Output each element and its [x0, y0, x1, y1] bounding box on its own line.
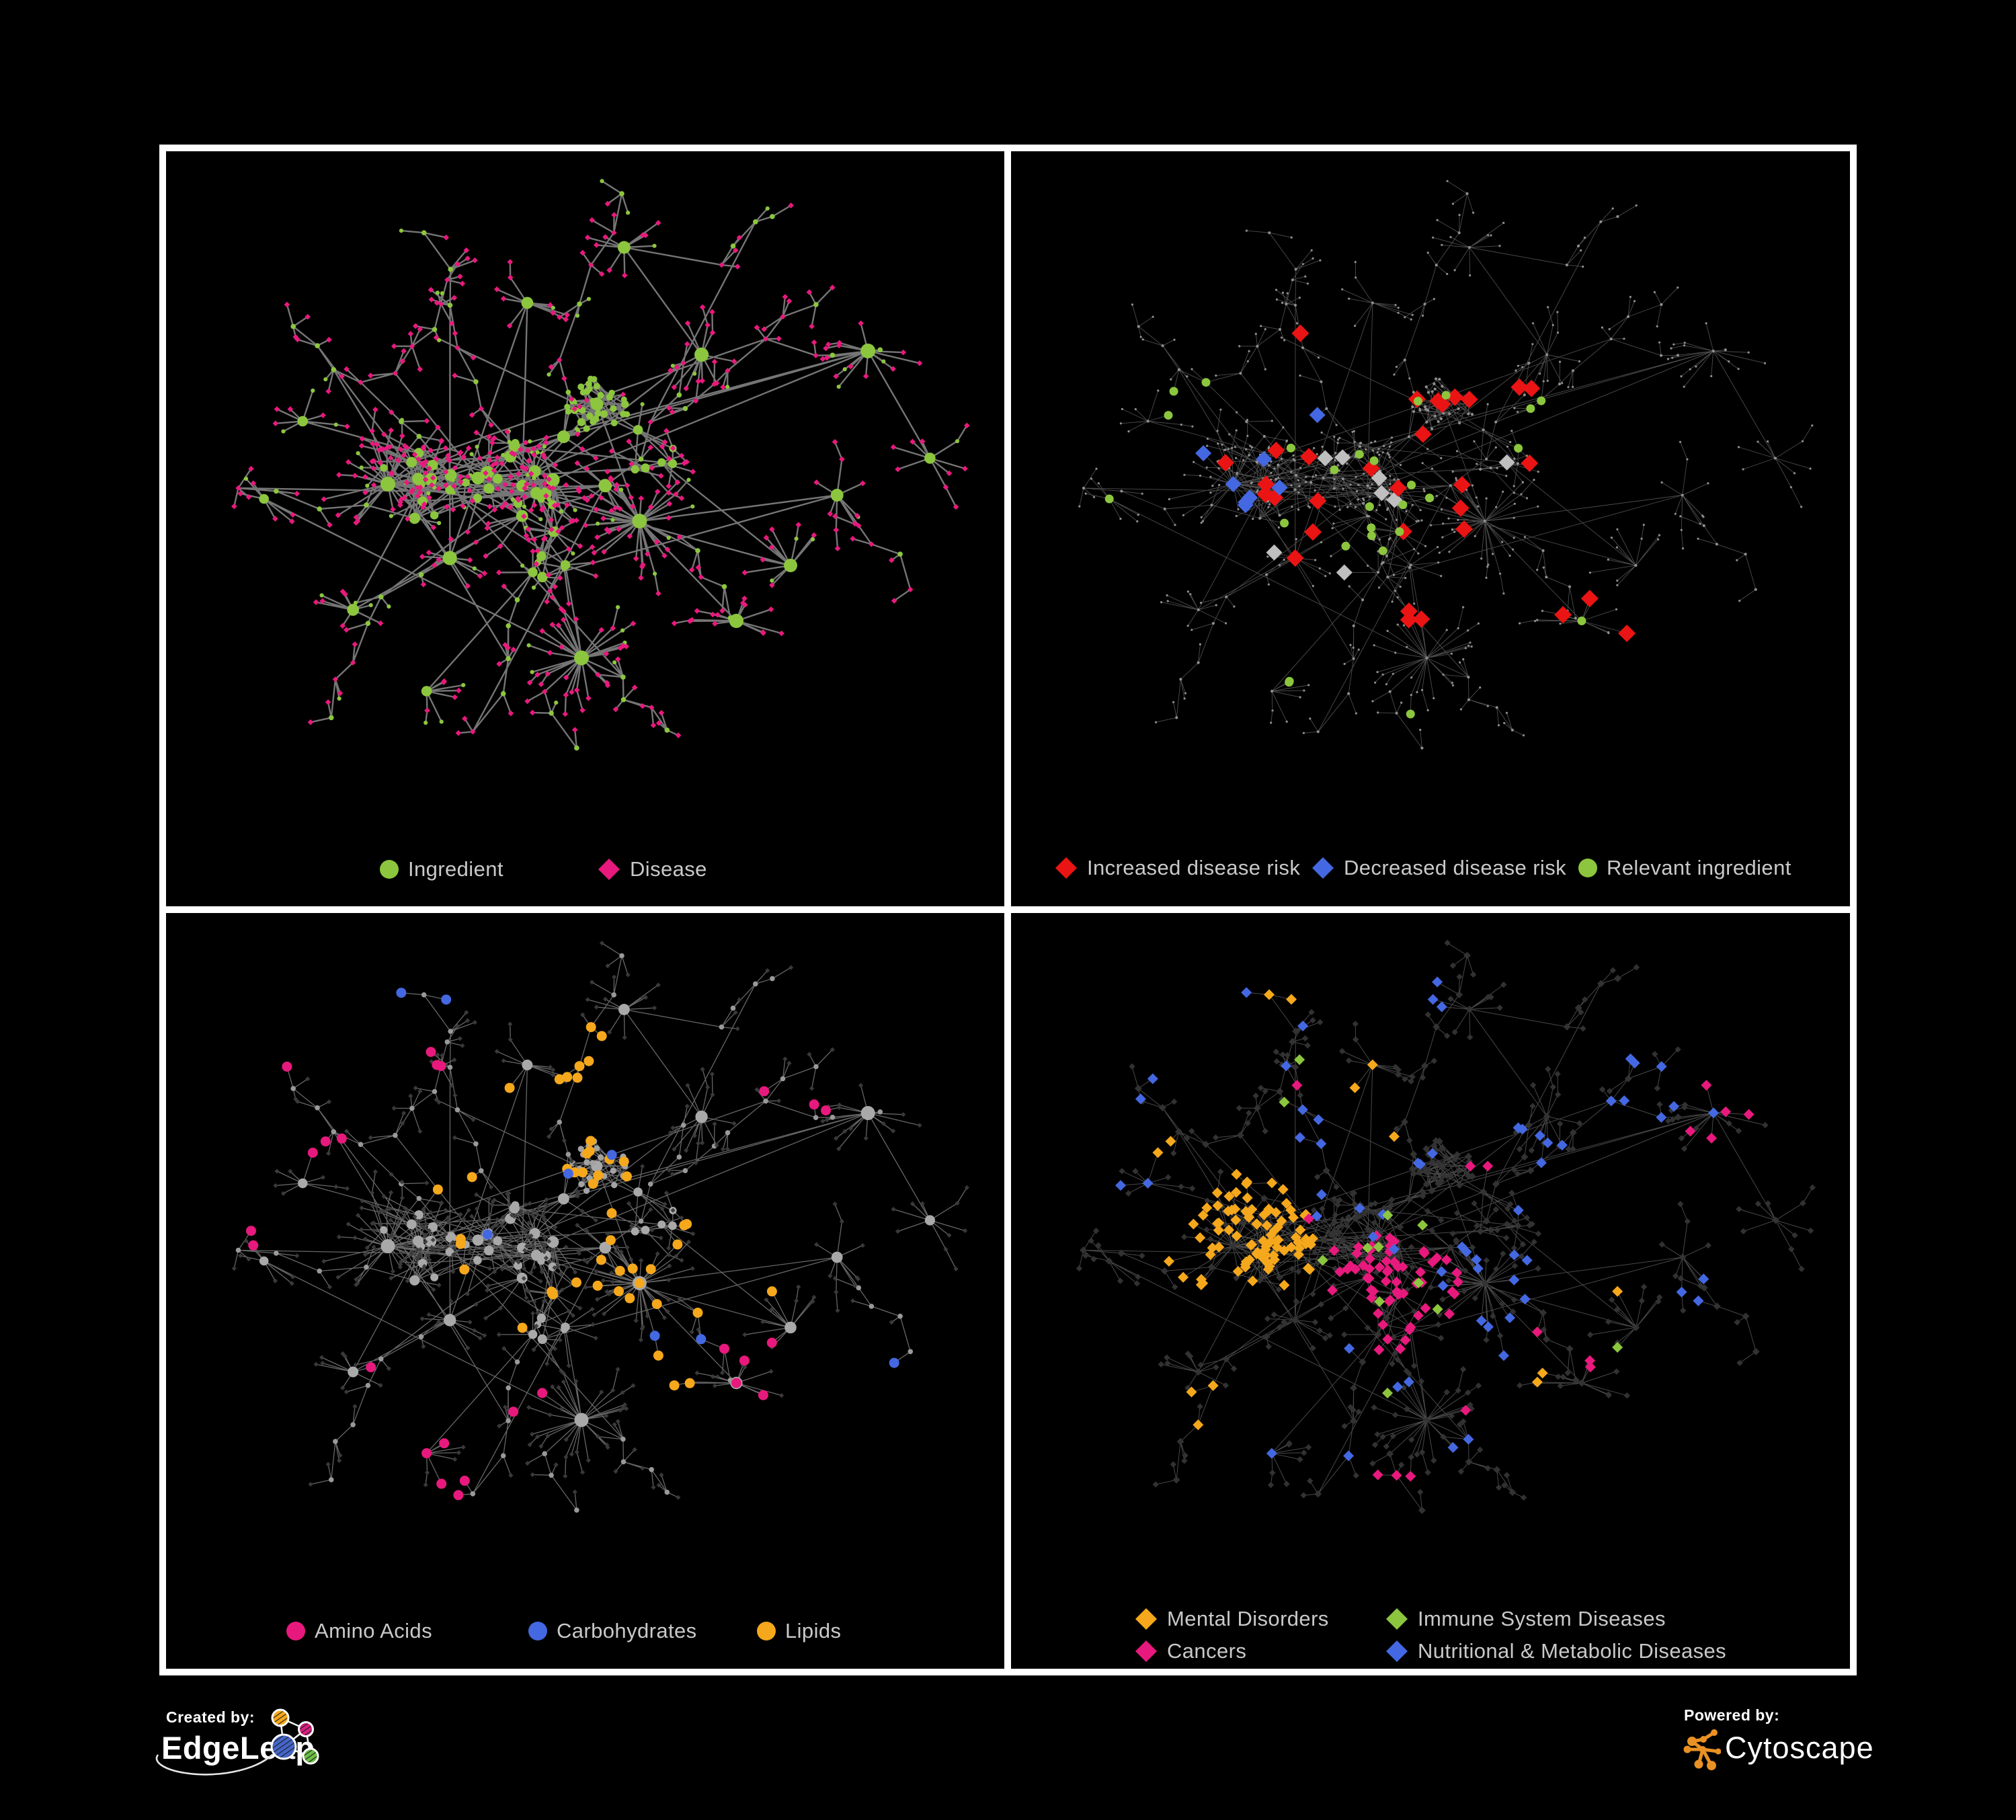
panel-disease-categories: Mental Disorders Immune System Diseases Ca…: [1011, 913, 1850, 1669]
nutrient-classes-network-graph: [231, 941, 969, 1513]
panel-disease-risk: Increased disease risk Decreased disease …: [1011, 151, 1850, 906]
panel-ingredient-disease: Ingredient Disease: [166, 151, 1004, 906]
edgeleap-logo-icon: [155, 1708, 319, 1776]
cytoscape-wordmark: Cytoscape: [1725, 1731, 1874, 1765]
disease-categories-network-graph: [1076, 939, 1816, 1514]
disease-risk-network-graph: [1078, 180, 1814, 750]
powered-by-label: Powered by:: [1684, 1706, 1780, 1724]
ingredient-disease-network-graph: [231, 179, 970, 751]
created-by-label: Created by:: [166, 1708, 255, 1726]
panels-frame: Ingredient Disease Increased disease risk…: [159, 145, 1857, 1675]
cytoscape-logo-icon: [1683, 1729, 1721, 1770]
panel-nutrient-classes: Amino Acids Carbohydrates Lipids: [166, 913, 1004, 1669]
